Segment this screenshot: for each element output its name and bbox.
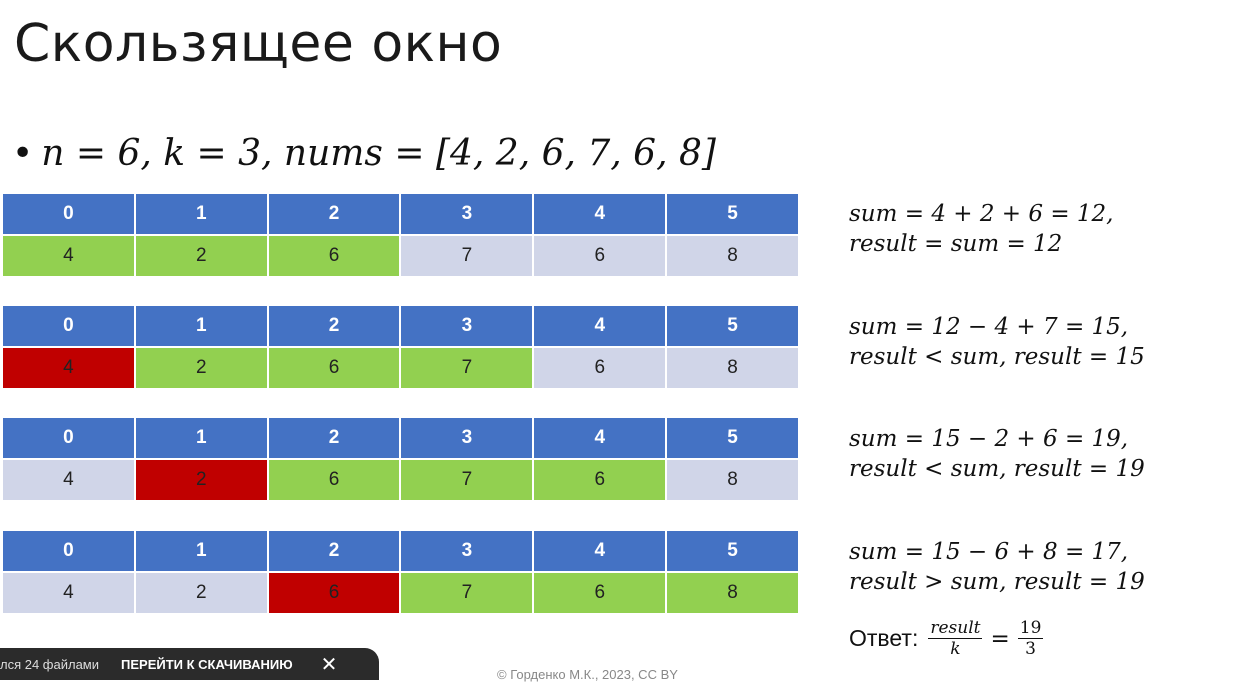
index-cell: 3 <box>401 531 533 571</box>
index-cell: 0 <box>3 418 134 458</box>
answer-label: Ответ: <box>849 625 919 651</box>
index-row: 0 1 2 3 4 5 <box>3 194 798 234</box>
index-cell: 1 <box>135 531 267 571</box>
index-cell: 3 <box>401 194 533 234</box>
value-cell: 8 <box>667 460 798 500</box>
value-cell: 2 <box>135 573 267 613</box>
result-line: result > sum, result = 19 <box>849 569 1145 595</box>
value-cell: 8 <box>667 573 798 613</box>
value-cell: 7 <box>401 573 533 613</box>
index-cell: 5 <box>667 306 798 346</box>
index-cell: 2 <box>268 306 400 346</box>
sum-line: sum = 15 − 2 + 6 = 19, <box>849 426 1129 452</box>
value-cell: 4 <box>3 236 134 276</box>
step-2-explanation: sum = 12 − 4 + 7 = 15, result < sum, res… <box>849 312 1145 372</box>
value-cell: 4 <box>3 348 134 388</box>
index-cell: 1 <box>135 306 267 346</box>
value-cell: 4 <box>3 460 134 500</box>
fraction-numerator: 19 <box>1017 618 1044 639</box>
value-cell: 8 <box>667 348 798 388</box>
index-cell: 4 <box>534 306 666 346</box>
value-row: 4 2 6 7 6 8 <box>3 236 798 276</box>
value-cell: 6 <box>268 236 400 276</box>
download-notification-bar: лся 24 файлами ПЕРЕЙТИ К СКАЧИВАНИЮ ✕ <box>0 648 379 680</box>
value-cell: 2 <box>135 460 267 500</box>
array-step-2: 0 1 2 3 4 5 4 2 6 7 6 8 <box>3 306 798 388</box>
index-cell: 5 <box>667 194 798 234</box>
value-cell: 6 <box>534 348 666 388</box>
value-row: 4 2 6 7 6 8 <box>3 348 798 388</box>
value-cell: 6 <box>534 573 666 613</box>
array-step-3: 0 1 2 3 4 5 4 2 6 7 6 8 <box>3 418 798 500</box>
answer: Ответ: result k = 19 3 <box>849 618 1047 659</box>
value-cell: 7 <box>401 348 533 388</box>
array-step-1: 0 1 2 3 4 5 4 2 6 7 6 8 <box>3 194 798 276</box>
value-cell: 8 <box>667 236 798 276</box>
fraction-denominator: 3 <box>1025 639 1036 659</box>
value-cell: 6 <box>268 348 400 388</box>
value-cell: 6 <box>534 236 666 276</box>
index-row: 0 1 2 3 4 5 <box>3 306 798 346</box>
index-cell: 5 <box>667 418 798 458</box>
sum-line: sum = 4 + 2 + 6 = 12, <box>849 201 1114 227</box>
value-cell: 7 <box>401 460 533 500</box>
array-step-4: 0 1 2 3 4 5 4 2 6 7 6 8 <box>3 531 798 613</box>
bullet-formula: n = 6, k = 3, nums = [4, 2, 6, 7, 6, 8] <box>41 133 716 174</box>
fraction-numerator: result <box>928 618 983 639</box>
value-cell: 2 <box>135 348 267 388</box>
index-cell: 2 <box>268 418 400 458</box>
index-cell: 0 <box>3 306 134 346</box>
index-cell: 4 <box>534 194 666 234</box>
equals-sign: = <box>990 625 1010 652</box>
bullet-dot: • <box>12 133 34 174</box>
step-3-explanation: sum = 15 − 2 + 6 = 19, result < sum, res… <box>849 424 1145 484</box>
result-line: result = sum = 12 <box>849 231 1063 257</box>
go-to-download-button[interactable]: ПЕРЕЙТИ К СКАЧИВАНИЮ <box>121 656 293 672</box>
index-cell: 2 <box>268 194 400 234</box>
index-cell: 1 <box>135 418 267 458</box>
sum-line: sum = 15 − 6 + 8 = 17, <box>849 539 1129 565</box>
answer-fraction-value: 19 3 <box>1017 618 1044 659</box>
index-cell: 1 <box>135 194 267 234</box>
value-row: 4 2 6 7 6 8 <box>3 573 798 613</box>
index-cell: 5 <box>667 531 798 571</box>
slide-title: Скользящее окно <box>14 14 503 74</box>
index-cell: 0 <box>3 531 134 571</box>
index-cell: 2 <box>268 531 400 571</box>
value-cell: 6 <box>268 573 400 613</box>
step-1-explanation: sum = 4 + 2 + 6 = 12, result = sum = 12 <box>849 199 1113 259</box>
result-line: result < sum, result = 15 <box>849 344 1145 370</box>
index-row: 0 1 2 3 4 5 <box>3 531 798 571</box>
index-cell: 4 <box>534 531 666 571</box>
copyright-footer: © Горденко М.К., 2023, CC BY <box>497 667 678 682</box>
value-cell: 7 <box>401 236 533 276</box>
value-cell: 6 <box>534 460 666 500</box>
value-cell: 6 <box>268 460 400 500</box>
index-cell: 4 <box>534 418 666 458</box>
sum-line: sum = 12 − 4 + 7 = 15, <box>849 314 1129 340</box>
result-line: result < sum, result = 19 <box>849 456 1145 482</box>
index-cell: 0 <box>3 194 134 234</box>
value-cell: 2 <box>135 236 267 276</box>
index-cell: 3 <box>401 306 533 346</box>
index-cell: 3 <box>401 418 533 458</box>
value-cell: 4 <box>3 573 134 613</box>
close-icon[interactable]: ✕ <box>320 653 338 676</box>
download-message: лся 24 файлами <box>0 656 100 672</box>
index-row: 0 1 2 3 4 5 <box>3 418 798 458</box>
answer-fraction-formula: result k <box>928 618 983 659</box>
step-4-explanation: sum = 15 − 6 + 8 = 17, result > sum, res… <box>849 537 1145 597</box>
fraction-denominator: k <box>950 639 961 659</box>
value-row: 4 2 6 7 6 8 <box>3 460 798 500</box>
bullet-statement: • n = 6, k = 3, nums = [4, 2, 6, 7, 6, 8] <box>12 133 716 174</box>
